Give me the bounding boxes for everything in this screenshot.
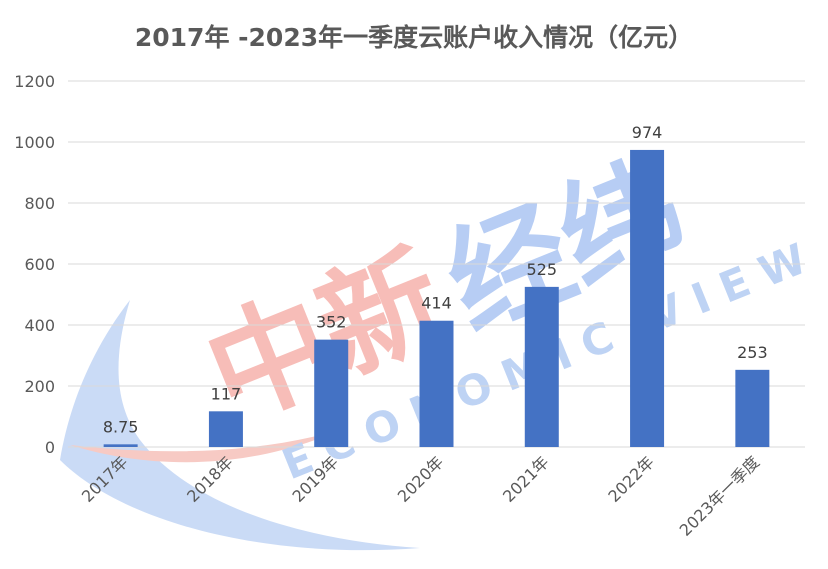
watermark-arc (70, 430, 340, 463)
bar (103, 444, 138, 447)
chart-title: 2017年 -2023年一季度云账户收入情况（亿元） (134, 23, 694, 52)
bar (419, 320, 454, 447)
bar (208, 411, 243, 447)
data-label: 352 (316, 313, 347, 332)
bar (630, 149, 665, 447)
x-tick-label: 2020年 (394, 452, 448, 506)
data-label: 8.75 (103, 417, 139, 436)
watermark-swoosh (60, 300, 420, 551)
data-label: 253 (737, 343, 768, 362)
y-axis-ticks: 0 200 400 600 800 1000 1200 (14, 72, 55, 457)
data-label: 117 (211, 384, 242, 403)
bar (524, 286, 559, 447)
y-tick-label: 600 (24, 255, 55, 274)
y-tick-label: 0 (45, 438, 55, 457)
data-label: 974 (632, 123, 663, 142)
bar (314, 339, 349, 447)
y-tick-label: 400 (24, 316, 55, 335)
y-tick-label: 800 (24, 194, 55, 213)
data-label: 414 (421, 294, 452, 313)
data-labels: 8.75 117 352 414 525 974 253 (103, 123, 768, 436)
bar (735, 369, 770, 447)
x-tick-label: 2021年 (499, 452, 553, 506)
x-tick-label: 2022年 (604, 452, 658, 506)
x-tick-label: 2023年一季度 (676, 452, 763, 539)
y-tick-label: 200 (24, 377, 55, 396)
bars (103, 149, 770, 447)
y-tick-label: 1200 (14, 72, 55, 91)
y-tick-label: 1000 (14, 133, 55, 152)
data-label: 525 (527, 260, 558, 279)
